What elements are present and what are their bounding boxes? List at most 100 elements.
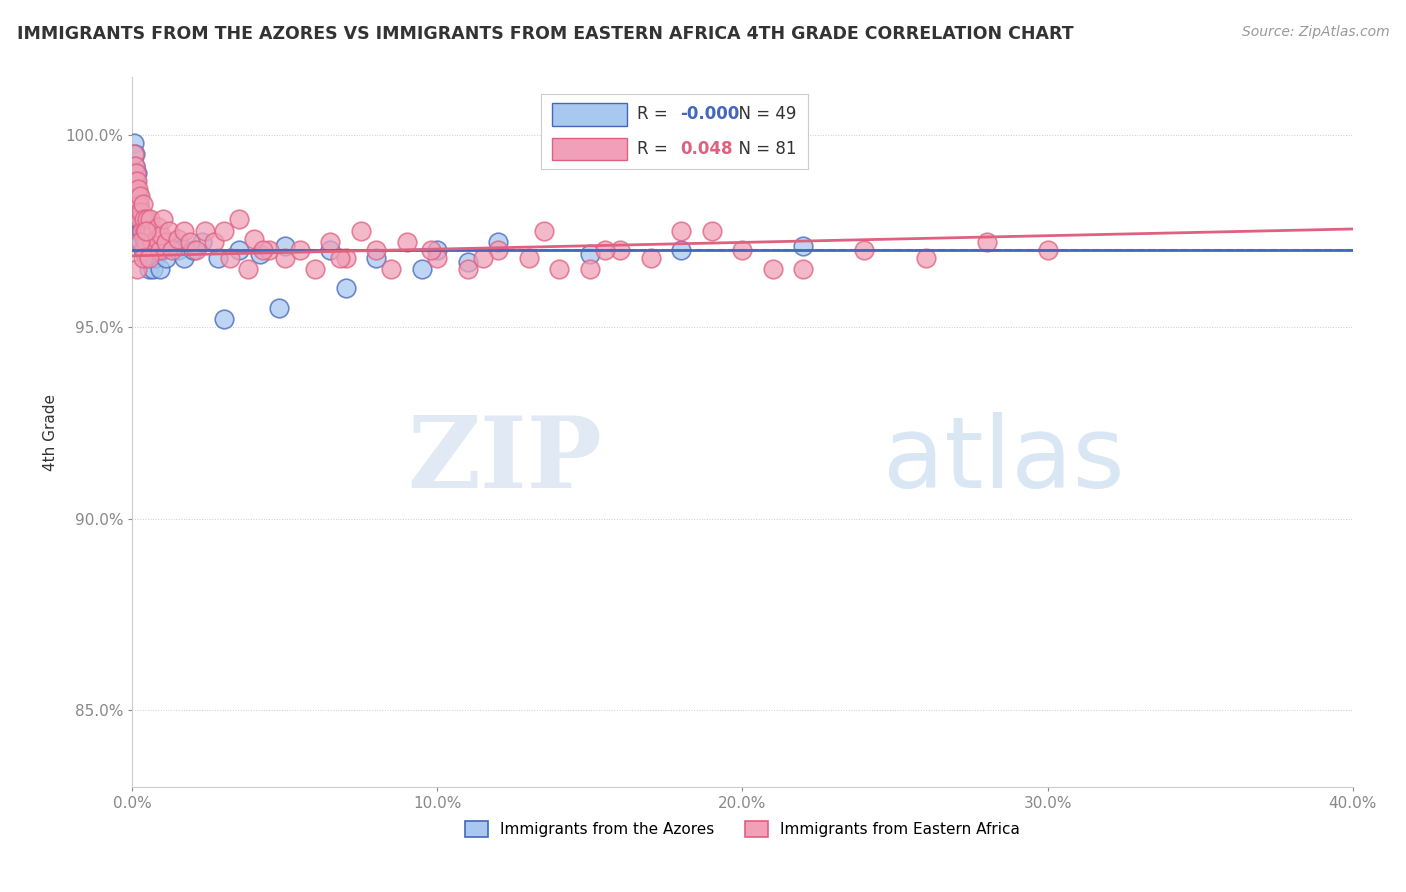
Point <box>124 159 146 173</box>
Point <box>134 212 156 227</box>
Point <box>131 212 153 227</box>
Point <box>160 235 183 250</box>
Point <box>259 243 281 257</box>
Point <box>252 243 274 257</box>
Point <box>152 243 174 257</box>
Point <box>128 204 150 219</box>
Point <box>700 224 723 238</box>
Point <box>150 227 173 242</box>
Point <box>976 235 998 250</box>
Point <box>191 235 214 250</box>
Point <box>792 239 814 253</box>
Point <box>304 262 326 277</box>
Point <box>181 243 204 257</box>
Point <box>212 312 235 326</box>
Point <box>127 186 149 200</box>
Point <box>134 224 156 238</box>
Point <box>173 251 195 265</box>
Point <box>134 212 156 227</box>
Point <box>160 243 183 257</box>
Point <box>457 262 479 277</box>
Point <box>204 235 226 250</box>
Point <box>132 251 155 265</box>
Point <box>486 243 509 257</box>
Text: ZIP: ZIP <box>408 412 602 509</box>
Point <box>155 251 177 265</box>
Text: Source: ZipAtlas.com: Source: ZipAtlas.com <box>1241 25 1389 39</box>
Point <box>593 243 616 257</box>
Point <box>472 251 495 265</box>
Point <box>671 224 693 238</box>
Point <box>420 243 443 257</box>
Point <box>853 243 876 257</box>
Point <box>228 212 250 227</box>
Point <box>167 243 190 257</box>
Point <box>132 231 155 245</box>
Point <box>125 174 148 188</box>
Point <box>671 243 693 257</box>
Point <box>228 243 250 257</box>
Point <box>640 251 662 265</box>
Point <box>762 262 785 277</box>
Point <box>124 174 146 188</box>
Text: 0.048: 0.048 <box>681 140 733 158</box>
Bar <box>553 137 627 161</box>
Point <box>335 251 357 265</box>
Point <box>288 243 311 257</box>
Point <box>319 235 342 250</box>
Text: atlas: atlas <box>883 412 1125 509</box>
Point <box>155 235 177 250</box>
Point <box>267 301 290 315</box>
Point <box>212 224 235 238</box>
Point <box>129 224 152 238</box>
Point <box>129 212 152 227</box>
Point <box>138 251 160 265</box>
Point <box>127 182 149 196</box>
Point <box>426 243 449 257</box>
Point <box>145 243 167 257</box>
Point <box>335 281 357 295</box>
Point <box>273 239 295 253</box>
Point <box>366 251 388 265</box>
Point <box>132 243 155 257</box>
Point <box>138 224 160 238</box>
Point <box>128 204 150 219</box>
Point <box>145 231 167 245</box>
Point <box>134 224 156 238</box>
Point <box>128 189 150 203</box>
Point <box>124 159 146 173</box>
Point <box>124 147 146 161</box>
Point <box>136 212 159 227</box>
Point <box>366 243 388 257</box>
Point <box>319 243 342 257</box>
Point <box>135 251 157 265</box>
Point <box>395 235 418 250</box>
Point <box>132 197 155 211</box>
Point <box>548 262 571 277</box>
Point <box>125 186 148 200</box>
Point <box>129 204 152 219</box>
Text: N = 49: N = 49 <box>728 105 797 123</box>
Point <box>609 243 631 257</box>
Text: -0.000: -0.000 <box>681 105 740 123</box>
Point <box>139 212 162 227</box>
Point <box>579 262 602 277</box>
Point <box>142 262 165 277</box>
Point <box>129 235 152 250</box>
Text: N = 81: N = 81 <box>728 140 797 158</box>
Point <box>179 235 201 250</box>
Point <box>135 243 157 257</box>
Point <box>579 247 602 261</box>
Point <box>194 224 217 238</box>
Bar <box>553 103 627 126</box>
Point <box>167 231 190 245</box>
Point <box>141 243 163 257</box>
Point <box>173 224 195 238</box>
Point <box>146 220 169 235</box>
Point <box>139 251 162 265</box>
Point <box>127 212 149 227</box>
Point <box>128 235 150 250</box>
Point <box>142 224 165 238</box>
Point <box>486 235 509 250</box>
Y-axis label: 4th Grade: 4th Grade <box>44 393 58 471</box>
